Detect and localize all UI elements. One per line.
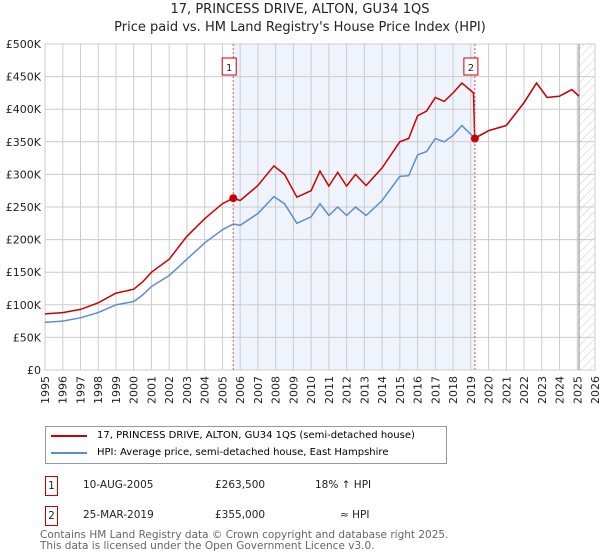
x-tick-label: 2020	[483, 376, 496, 404]
y-tick-label: £50K	[13, 331, 42, 344]
transaction-number: 1	[45, 476, 58, 496]
chart-subtitle: Price paid vs. HM Land Registry's House …	[114, 20, 486, 35]
x-tick-label: 2010	[305, 376, 318, 404]
x-tick-label: 1996	[57, 376, 70, 404]
x-tick-label: 2012	[341, 376, 354, 404]
legend-blue-line	[51, 451, 87, 454]
y-tick-label: £100K	[6, 299, 42, 312]
x-tick-label: 2017	[429, 376, 442, 404]
annotation-box	[221, 57, 237, 76]
x-tick-label: 1999	[110, 376, 123, 404]
x-tick-label: 1995	[39, 376, 52, 404]
transaction-date: 25-MAR-2019	[83, 509, 154, 521]
y-tick-label: £300K	[6, 168, 42, 181]
y-tick-label: £350K	[6, 136, 42, 149]
x-tick-label: 1997	[74, 376, 87, 404]
x-tick-label: 2018	[447, 376, 460, 404]
x-tick-label: 2025	[571, 376, 584, 404]
x-tick-label: 2015	[394, 376, 407, 404]
legend-label-property: 17, PRINCESS DRIVE, ALTON, GU34 1QS (sem…	[97, 430, 415, 441]
legend: 17, PRINCESS DRIVE, ALTON, GU34 1QS (sem…	[45, 426, 447, 464]
transaction-number: 2	[45, 506, 58, 526]
x-tick-label: 2016	[412, 376, 425, 404]
x-tick-label: 2011	[323, 376, 336, 404]
x-tick-label: 2009	[287, 376, 300, 404]
legend-item-hpi: HPI: Average price, semi-detached house,…	[51, 447, 388, 458]
x-tick-label: 2014	[376, 376, 389, 404]
footer: Contains HM Land Registry data © Crown c…	[40, 530, 448, 552]
plot-border	[44, 43, 596, 371]
x-tick-label: 1998	[92, 376, 105, 404]
footer-line-2: This data is licensed under the Open Gov…	[40, 540, 375, 552]
x-tick-label: 2007	[252, 376, 265, 404]
annotation-box	[463, 57, 479, 76]
x-tick-label: 2004	[199, 376, 212, 404]
transaction-date: 10-AUG-2005	[83, 479, 154, 491]
transaction-price: £355,000	[215, 509, 266, 521]
footer-line-1: Contains HM Land Registry data © Crown c…	[40, 529, 449, 541]
legend-item-property: 17, PRINCESS DRIVE, ALTON, GU34 1QS (sem…	[51, 430, 415, 441]
x-tick-label: 2022	[518, 376, 531, 404]
x-tick-label: 2005	[216, 376, 229, 404]
property-price-line	[44, 81, 580, 315]
transaction-price: £263,500	[215, 479, 266, 491]
x-tick-label: 2008	[270, 376, 283, 404]
chart-title: 17, PRINCESS DRIVE, ALTON, GU34 1QS	[170, 2, 430, 17]
legend-red-line	[51, 434, 87, 437]
transaction-hpi: ≈ HPI	[340, 509, 370, 521]
y-tick-label: £500K	[6, 38, 42, 51]
transaction-hpi: 18% ↑ HPI	[315, 479, 372, 491]
x-tick-label: 2002	[163, 376, 176, 404]
x-tick-label: 2003	[181, 376, 194, 404]
x-tick-label: 2001	[145, 376, 158, 404]
y-tick-label: £250K	[6, 201, 42, 214]
annotation-label: 1	[226, 63, 232, 74]
x-tick-label: 2013	[358, 376, 371, 404]
x-tick-label: 2019	[465, 376, 478, 404]
y-tick-label: £200K	[6, 234, 42, 247]
legend-label-hpi: HPI: Average price, semi-detached house,…	[97, 447, 389, 458]
sale-point	[229, 194, 238, 203]
sale-point	[470, 134, 479, 143]
y-tick-label: £0	[27, 364, 41, 377]
y-tick-label: £450K	[6, 71, 42, 84]
x-tick-label: 2024	[554, 376, 567, 404]
x-tick-label: 2023	[536, 376, 549, 404]
x-tick-label: 2006	[234, 376, 247, 404]
line-chart: 1 2 1995 1996 1997 1998 1999 2000 2001 2002 2003 20…	[6, 38, 600, 404]
y-tick-label: £400K	[6, 103, 42, 116]
x-tick-label: 2026	[589, 376, 600, 404]
x-tick-label: 2021	[500, 376, 513, 404]
y-tick-label: £150K	[6, 266, 42, 279]
x-tick-label: 2000	[128, 376, 141, 404]
annotation-label: 2	[468, 63, 474, 74]
